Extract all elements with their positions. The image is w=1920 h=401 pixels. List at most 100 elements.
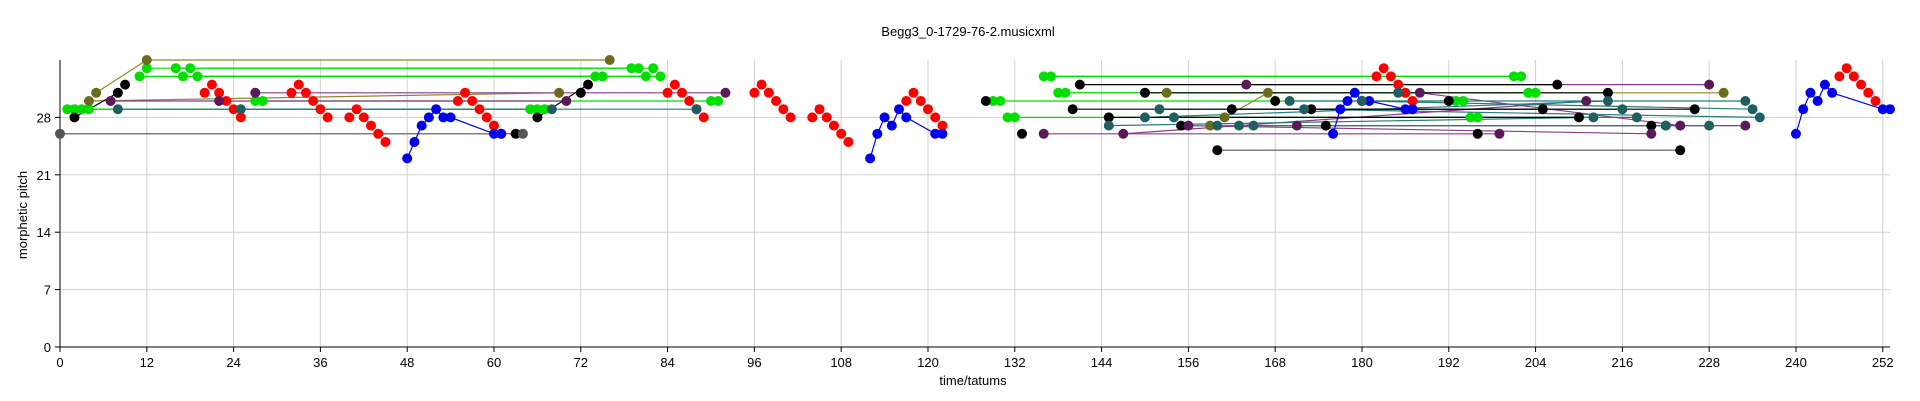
note-point <box>409 137 420 147</box>
note-point <box>1241 79 1252 90</box>
note-point <box>488 128 499 139</box>
note-point <box>235 112 246 123</box>
x-tick-label: 24 <box>226 355 240 370</box>
note-point <box>626 63 637 74</box>
x-tick-label: 36 <box>313 355 327 370</box>
note-point <box>546 104 557 115</box>
note-point <box>525 104 536 115</box>
note-point <box>814 104 825 115</box>
note-point <box>214 87 225 98</box>
note-point <box>872 128 883 139</box>
note-point <box>1602 96 1613 106</box>
note-point <box>1660 120 1671 131</box>
note-point <box>1328 128 1339 139</box>
note-point <box>915 96 926 106</box>
note-point <box>221 96 232 106</box>
note-point <box>937 120 948 131</box>
note-point <box>112 87 123 98</box>
note-point <box>517 128 528 139</box>
note-point <box>402 153 413 164</box>
note-point <box>1588 112 1599 123</box>
note-point <box>1870 96 1881 106</box>
note-point <box>1740 96 1751 106</box>
note-point <box>1740 120 1751 131</box>
x-tick-label: 108 <box>830 355 852 370</box>
note-point <box>366 120 377 131</box>
note-point <box>344 112 355 123</box>
note-point <box>1494 128 1505 139</box>
note-point <box>431 104 442 115</box>
note-point <box>423 112 434 123</box>
note-point <box>1234 120 1245 131</box>
note-point <box>83 96 94 106</box>
note-point <box>134 71 145 82</box>
note-point <box>300 87 311 98</box>
note-point <box>756 79 767 90</box>
x-tick-label: 120 <box>917 355 939 370</box>
note-point <box>1689 104 1700 115</box>
note-point <box>1009 112 1020 123</box>
note-point <box>1183 120 1194 131</box>
note-point <box>1675 120 1686 131</box>
note-point <box>452 96 463 106</box>
note-point <box>1523 87 1534 98</box>
note-point <box>1226 104 1237 115</box>
connection-line <box>1304 108 1760 118</box>
note-point <box>901 112 912 123</box>
note-point <box>1400 104 1411 115</box>
note-point <box>1212 120 1223 131</box>
note-point <box>1176 120 1187 131</box>
note-point <box>1834 71 1845 82</box>
note-point <box>141 63 152 74</box>
note-point <box>1161 87 1172 98</box>
note-point <box>865 153 876 164</box>
note-point <box>1508 71 1519 82</box>
note-point <box>1393 79 1404 90</box>
note-point <box>206 79 217 90</box>
note-point <box>1617 104 1628 115</box>
note-point <box>76 104 87 115</box>
note-point <box>322 112 333 123</box>
y-tick-label: 7 <box>44 283 51 298</box>
note-point <box>438 112 449 123</box>
note-point <box>250 87 261 98</box>
note-point <box>1212 145 1223 156</box>
note-point <box>496 128 507 139</box>
x-tick-label: 240 <box>1785 355 1807 370</box>
note-point <box>843 137 854 147</box>
note-point <box>1848 71 1859 82</box>
note-point <box>640 71 651 82</box>
note-point <box>315 104 326 115</box>
note-point <box>1827 87 1838 98</box>
x-tick-label: 96 <box>747 355 761 370</box>
x-axis-label: time/tatums <box>939 373 1007 388</box>
note-point <box>1407 96 1418 106</box>
x-tick-label: 168 <box>1264 355 1286 370</box>
note-point <box>763 87 774 98</box>
note-point <box>778 104 789 115</box>
y-tick-label: 14 <box>37 225 51 240</box>
grid-lines <box>59 60 1890 348</box>
note-point <box>662 87 673 98</box>
note-point <box>1270 96 1281 106</box>
note-point <box>1414 87 1425 98</box>
note-point <box>55 128 65 139</box>
note-point <box>445 112 456 123</box>
note-point <box>192 71 203 82</box>
note-point <box>698 112 709 123</box>
note-point <box>561 96 572 106</box>
note-point <box>62 104 73 115</box>
note-point <box>1675 145 1686 156</box>
note-point <box>705 96 716 106</box>
note-point <box>1118 128 1129 139</box>
note-point <box>1371 71 1382 82</box>
note-point <box>1646 120 1657 131</box>
note-point <box>257 96 268 106</box>
note-point <box>488 120 499 131</box>
note-point <box>575 87 586 98</box>
note-point <box>1704 79 1715 90</box>
note-point <box>1631 112 1642 123</box>
note-point <box>720 87 731 98</box>
